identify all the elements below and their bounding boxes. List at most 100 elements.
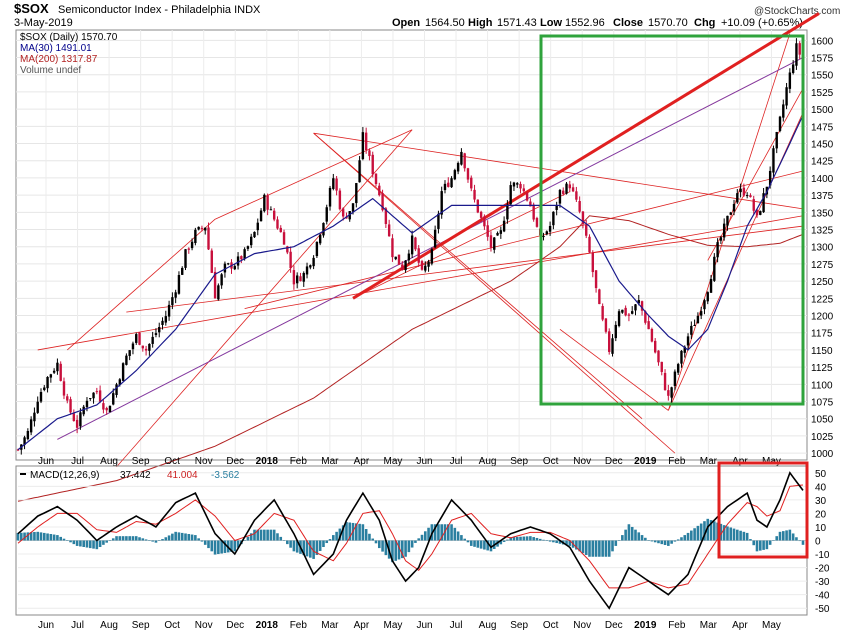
- month-tick-label: 2018: [256, 620, 279, 631]
- candle-body: [318, 234, 322, 244]
- macd-histogram-bar: [749, 539, 752, 541]
- macd-lines-layer: [17, 471, 804, 610]
- macd-histogram-bar: [56, 535, 59, 541]
- candle-body: [565, 183, 568, 194]
- macd-histogram-bar: [617, 540, 621, 541]
- macd-histogram-bar: [456, 531, 460, 541]
- candle-body: [256, 222, 259, 231]
- candle-body: [85, 400, 89, 408]
- macd-histogram-bar: [65, 540, 69, 541]
- macd-histogram-bar: [210, 540, 214, 552]
- candle-body: [699, 311, 703, 316]
- month-tick-label: Oct: [164, 456, 180, 467]
- macd-histogram-bar: [328, 539, 332, 541]
- candle-body: [489, 235, 493, 248]
- macd-histogram-bar: [693, 528, 696, 541]
- red-highlight-box: [717, 461, 809, 559]
- candle-body: [371, 154, 374, 175]
- macd-histogram-bar: [217, 540, 220, 555]
- macd-histogram-bar: [121, 536, 125, 541]
- month-tick-label: Dec: [226, 456, 244, 467]
- macd-histogram-bar: [598, 540, 601, 557]
- price-tick-label: 1400: [811, 174, 834, 185]
- month-tick-label: Jul: [71, 456, 84, 467]
- macd-tick-label: -10: [815, 550, 830, 561]
- macd-histogram-bar: [315, 540, 319, 555]
- macd-histogram-bar: [223, 540, 227, 553]
- candle-body: [26, 430, 30, 440]
- macd-tick-label: 50: [815, 469, 827, 480]
- candle-body: [72, 413, 76, 421]
- macd-histogram-bar: [552, 540, 555, 543]
- candle-body: [89, 398, 92, 400]
- candle-body: [299, 276, 302, 282]
- candle-body: [220, 274, 223, 286]
- candle-body: [52, 370, 56, 373]
- candle-body: [358, 160, 361, 183]
- macd-tick-label: 20: [815, 509, 827, 520]
- macd-histogram-bar: [335, 531, 338, 541]
- macd-histogram-bar: [588, 540, 591, 557]
- macd-histogram-bar: [722, 525, 726, 541]
- candle-body: [364, 132, 368, 151]
- macd-histogram-bar: [726, 526, 729, 541]
- candle-body: [624, 307, 627, 316]
- macd-histogram-bar: [325, 540, 329, 544]
- macd-histogram-bar: [82, 540, 85, 548]
- price-tick-label: 1325: [811, 226, 834, 237]
- macd-histogram-bar: [292, 540, 296, 552]
- month-tick-label: Jul: [450, 620, 463, 631]
- macd-histogram-bar: [190, 534, 194, 541]
- candle-body: [95, 391, 99, 393]
- candle-body: [200, 227, 204, 229]
- candle-body: [621, 309, 624, 313]
- ohlc-header: Open 1564.50 High 1571.43 Low 1552.96 Cl…: [392, 17, 803, 29]
- candle-body: [581, 211, 585, 225]
- candle-body: [181, 267, 184, 275]
- low-value: 1552.96: [565, 17, 605, 29]
- month-tick-label: Jun: [38, 456, 54, 467]
- candle-body: [683, 346, 686, 353]
- macd-histogram-bar: [203, 540, 207, 545]
- macd-histogram-bar: [499, 540, 503, 545]
- macd-histogram-bar: [62, 538, 66, 541]
- candle-body: [223, 263, 227, 273]
- macd-histogram-bar: [19, 532, 23, 541]
- legend-volume: Volume undef: [20, 65, 81, 76]
- candle-body: [729, 212, 732, 215]
- candle-body: [558, 189, 562, 204]
- macd-histogram-bar: [768, 540, 772, 545]
- candle-body: [706, 292, 709, 302]
- macd-legend-macd: 37.442: [120, 470, 151, 481]
- candle-body: [286, 246, 289, 253]
- macd-histogram-bar: [184, 533, 187, 541]
- macd-histogram-bar: [670, 540, 673, 544]
- candle-body: [476, 199, 480, 213]
- candle-body: [417, 248, 420, 263]
- price-tick-label: 1525: [811, 88, 834, 99]
- candle-body: [141, 345, 145, 349]
- candle-body: [108, 405, 112, 413]
- macd-histogram-bar: [151, 540, 154, 542]
- macd-histogram-bar: [207, 540, 210, 549]
- macd-histogram-bar: [309, 540, 312, 558]
- macd-histogram-bar: [795, 537, 798, 541]
- macd-histogram-bar: [676, 539, 680, 541]
- purple-trendline: [57, 57, 804, 440]
- price-legend: $SOX (Daily) 1570.70 MA(30) 1491.01 MA(2…: [20, 32, 118, 76]
- macd-histogram-bar: [555, 540, 558, 544]
- month-tick-label: Sep: [510, 620, 528, 631]
- macd-histogram-bar: [141, 538, 145, 541]
- macd-histogram-bar: [36, 531, 40, 541]
- candle-body: [647, 321, 650, 330]
- candle-body: [719, 237, 723, 241]
- candle-body: [755, 209, 759, 216]
- macd-histogram-bar: [772, 540, 775, 541]
- price-tick-label: 1000: [811, 449, 834, 460]
- month-tick-label: May: [384, 620, 403, 631]
- macd-histogram-bar: [59, 536, 62, 541]
- green-highlight-box: [539, 34, 805, 406]
- candle-body: [542, 236, 545, 238]
- candle-body: [309, 265, 312, 268]
- macd-tick-label: -30: [815, 577, 830, 588]
